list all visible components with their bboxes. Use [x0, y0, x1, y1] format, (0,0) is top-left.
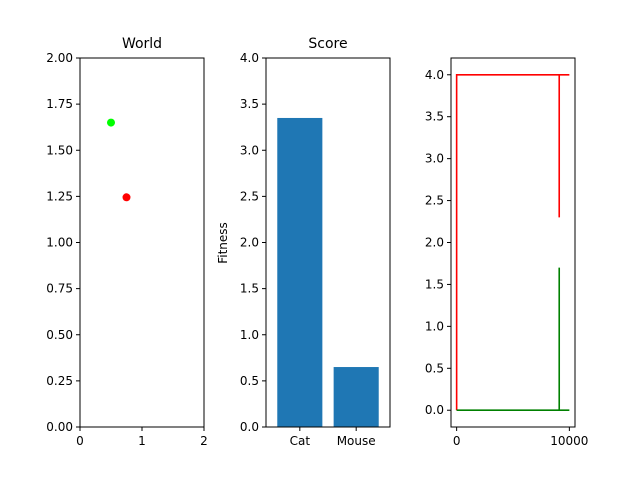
- world-points: [107, 118, 131, 202]
- world-panel: World 0.00 0.25 0.50 0.75 1.00 1.25 1.50 1.75 2.…: [46, 36, 208, 448]
- score-panel: Score Fitness 0.0 0.5 1.0 1.5 2.0 2.5 3.0 3.5 4.…: [216, 36, 391, 448]
- trace-xtick-label: 0: [453, 434, 461, 448]
- trace-xtick-label: 10000: [550, 434, 588, 448]
- world-xtick-label: 2: [200, 434, 208, 448]
- score-ticks: 0.0 0.5 1.0 1.5 2.0 2.5 3.0 3.5 4.0 Cat Mouse: [240, 51, 376, 448]
- world-ytick-label: 0.75: [46, 282, 73, 296]
- world-xtick-label: 0: [76, 434, 84, 448]
- score-ytick-label: 1.0: [240, 328, 259, 342]
- world-ytick-label: 2.00: [46, 51, 73, 65]
- trace-ytick-label: 3.5: [425, 110, 444, 124]
- score-bars: [277, 117, 379, 428]
- world-ytick-label: 1.50: [46, 143, 73, 157]
- world-ytick-label: 0.50: [46, 328, 73, 342]
- trace-series-0: [455, 73, 570, 411]
- score-axes-frame: [265, 57, 391, 428]
- bar-cat: [277, 117, 323, 428]
- trace-ytick-label: 0.0: [425, 403, 444, 417]
- score-ytick-label: 2.0: [240, 236, 259, 250]
- world-xtick-label: 1: [138, 434, 146, 448]
- score-ylabel: Fitness: [216, 222, 230, 264]
- trace-axes-frame: [450, 57, 576, 428]
- trace-ytick-label: 1.5: [425, 277, 444, 291]
- score-title: Score: [308, 36, 347, 52]
- score-xtick-label: Cat: [290, 434, 311, 448]
- score-ytick-label: 0.5: [240, 374, 259, 388]
- trace-series-1: [456, 267, 570, 412]
- trace-panel: 0.0 0.5 1.0 1.5 2.0 2.5 3.0 3.5 4.0 0 10000: [425, 57, 589, 448]
- trace-ytick-label: 1.0: [425, 319, 444, 333]
- world-ytick-label: 1.25: [46, 189, 73, 203]
- world-ytick-label: 0.25: [46, 374, 73, 388]
- trace-ytick-label: 3.0: [425, 152, 444, 166]
- score-ytick-label: 3.5: [240, 97, 259, 111]
- trace-ticks: 0.0 0.5 1.0 1.5 2.0 2.5 3.0 3.5 4.0 0 10000: [425, 68, 589, 448]
- world-ytick-label: 0.00: [46, 420, 73, 434]
- trace-ytick-label: 0.5: [425, 361, 444, 375]
- world-point-1: [122, 193, 131, 202]
- trace-ytick-label: 2.5: [425, 194, 444, 208]
- world-point-0: [107, 118, 115, 127]
- trace-lines: [455, 73, 570, 412]
- score-ytick-label: 2.5: [240, 189, 259, 203]
- world-ytick-label: 1.00: [46, 236, 73, 250]
- world-ticks: 0.00 0.25 0.50 0.75 1.00 1.25 1.50 1.75 2.00 0 1 2: [46, 51, 208, 448]
- world-ytick-label: 1.75: [46, 97, 73, 111]
- score-ytick-label: 1.5: [240, 282, 259, 296]
- bar-mouse: [333, 367, 379, 427]
- world-title: World: [122, 36, 162, 52]
- trace-ytick-label: 2.0: [425, 236, 444, 250]
- score-ytick-label: 0.0: [240, 420, 259, 434]
- score-ytick-label: 3.0: [240, 143, 259, 157]
- trace-ytick-label: 4.0: [425, 68, 444, 82]
- score-ytick-label: 4.0: [240, 51, 259, 65]
- world-axes-frame: [79, 57, 205, 428]
- score-xtick-label: Mouse: [337, 434, 376, 448]
